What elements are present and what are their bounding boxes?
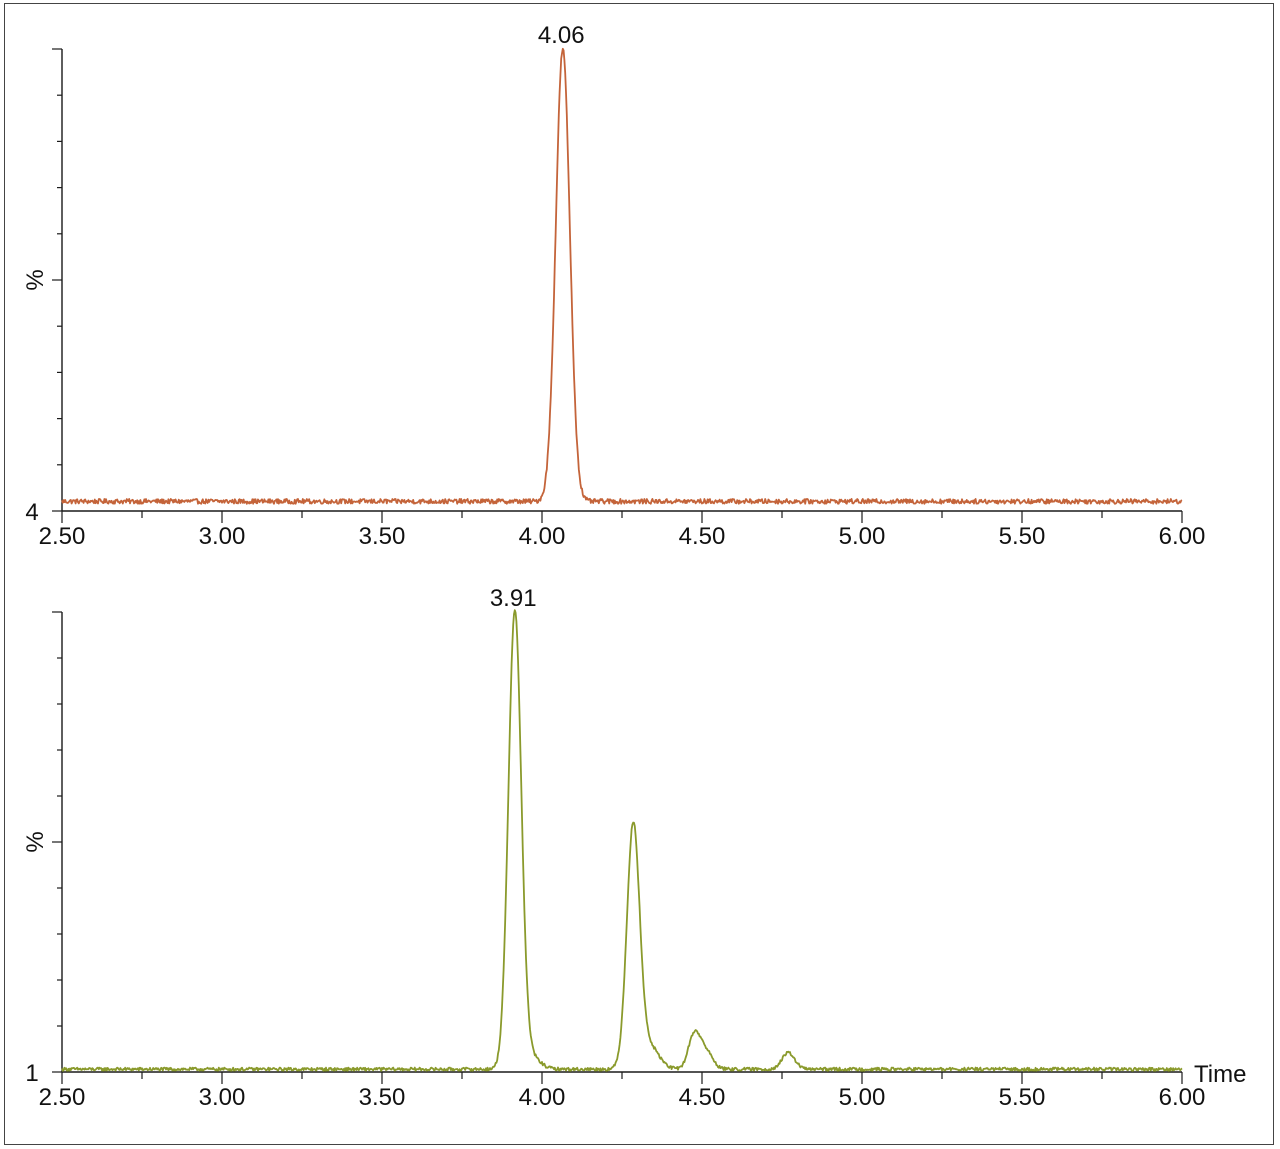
x-axis-label: Time xyxy=(1194,1061,1246,1088)
x-tick-label: 4.50 xyxy=(679,1084,726,1111)
x-tick-label: 5.50 xyxy=(999,523,1046,550)
x-tick-label: 5.00 xyxy=(839,1084,886,1111)
x-tick-label: 3.50 xyxy=(359,1084,406,1111)
y-min-label: 4 xyxy=(25,499,38,526)
x-tick-label: 3.00 xyxy=(199,523,246,550)
series-line xyxy=(61,609,1183,1072)
x-tick-label: 3.50 xyxy=(359,523,406,550)
y-min-label: 1 xyxy=(25,1060,38,1087)
y-axis-label: % xyxy=(22,269,49,290)
x-tick-label: 3.00 xyxy=(199,1084,246,1111)
x-tick-label: 2.50 xyxy=(39,1084,86,1111)
x-tick-label: 2.50 xyxy=(39,523,86,550)
x-tick-label: 6.00 xyxy=(1159,1084,1206,1111)
chromatogram-figure: 2.50 3.00 3.50 4.00 4.50 5.00 5.50 6.00% 4 4.06 2.… xyxy=(4,3,1274,1145)
y-axis-label: % xyxy=(22,831,49,852)
x-tick-label: 4.00 xyxy=(519,1084,566,1111)
x-tick-label: 4.50 xyxy=(679,523,726,550)
x-tick-label: 4.00 xyxy=(519,523,566,550)
peak-label: 4.06 xyxy=(538,22,585,49)
peak-label: 3.91 xyxy=(490,585,537,612)
chromatogram-chart: 2.50 3.00 3.50 4.00 4.50 5.00 5.50 6.00% 4 4.06 2.… xyxy=(22,22,1246,1111)
x-tick-label: 5.00 xyxy=(839,523,886,550)
x-tick-label: 6.00 xyxy=(1159,523,1206,550)
x-tick-label: 5.50 xyxy=(999,1084,1046,1111)
series-line xyxy=(61,47,1183,505)
